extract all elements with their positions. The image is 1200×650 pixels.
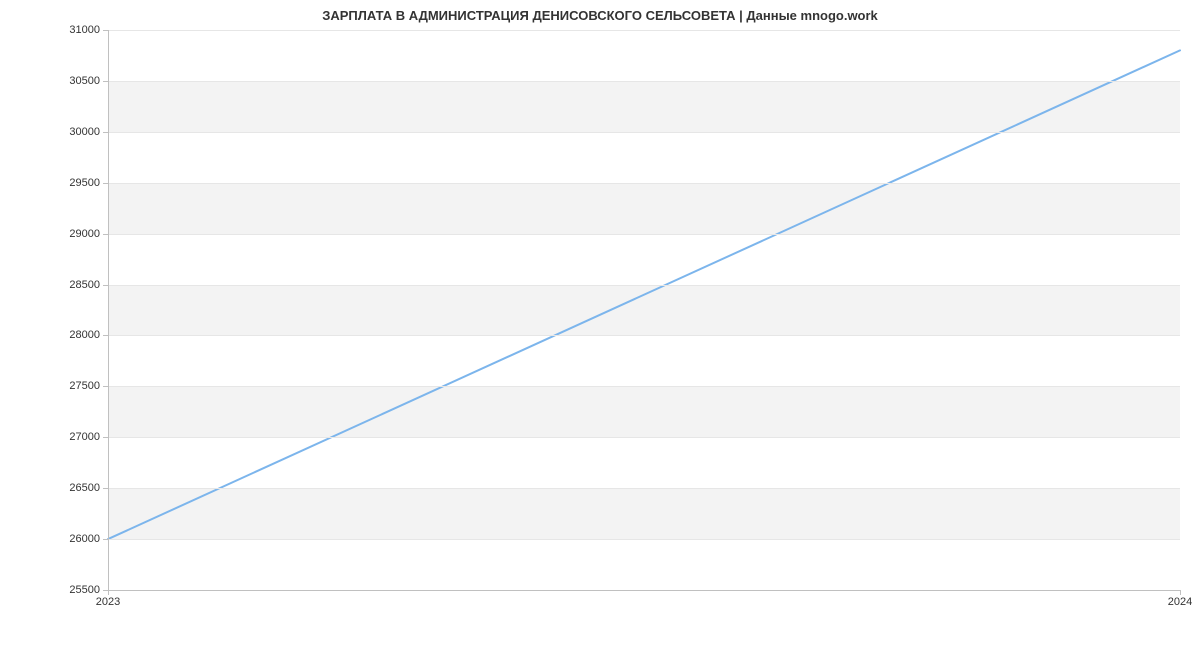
y-tick-label: 28000 — [69, 329, 100, 341]
plot-area: 2550026000265002700027500280002850029000… — [108, 30, 1180, 590]
y-tick-label: 26000 — [69, 533, 100, 545]
y-tick-label: 29500 — [69, 177, 100, 189]
y-tick-label: 25500 — [69, 584, 100, 596]
y-tick-label: 31000 — [69, 24, 100, 36]
x-tick-mark — [1180, 590, 1181, 595]
y-tick-label: 27500 — [69, 380, 100, 392]
y-gridline — [108, 183, 1180, 184]
x-axis-line — [108, 590, 1180, 591]
x-tick-label: 2023 — [96, 596, 120, 608]
y-axis-line — [108, 30, 109, 590]
y-tick-label: 27000 — [69, 431, 100, 443]
y-tick-label: 30500 — [69, 75, 100, 87]
y-gridline — [108, 234, 1180, 235]
y-gridline — [108, 488, 1180, 489]
y-gridline — [108, 386, 1180, 387]
y-gridline — [108, 285, 1180, 286]
y-gridline — [108, 81, 1180, 82]
y-tick-label: 30000 — [69, 126, 100, 138]
y-tick-label: 29000 — [69, 228, 100, 240]
y-tick-label: 26500 — [69, 482, 100, 494]
y-gridline — [108, 335, 1180, 336]
y-gridline — [108, 132, 1180, 133]
series-line-salary — [108, 50, 1180, 539]
x-tick-label: 2024 — [1168, 596, 1192, 608]
y-tick-label: 28500 — [69, 279, 100, 291]
chart-title: ЗАРПЛАТА В АДМИНИСТРАЦИЯ ДЕНИСОВСКОГО СЕ… — [0, 8, 1200, 23]
line-series-svg — [108, 30, 1180, 590]
chart-container: ЗАРПЛАТА В АДМИНИСТРАЦИЯ ДЕНИСОВСКОГО СЕ… — [0, 0, 1200, 650]
y-gridline — [108, 539, 1180, 540]
y-gridline — [108, 437, 1180, 438]
y-gridline — [108, 30, 1180, 31]
